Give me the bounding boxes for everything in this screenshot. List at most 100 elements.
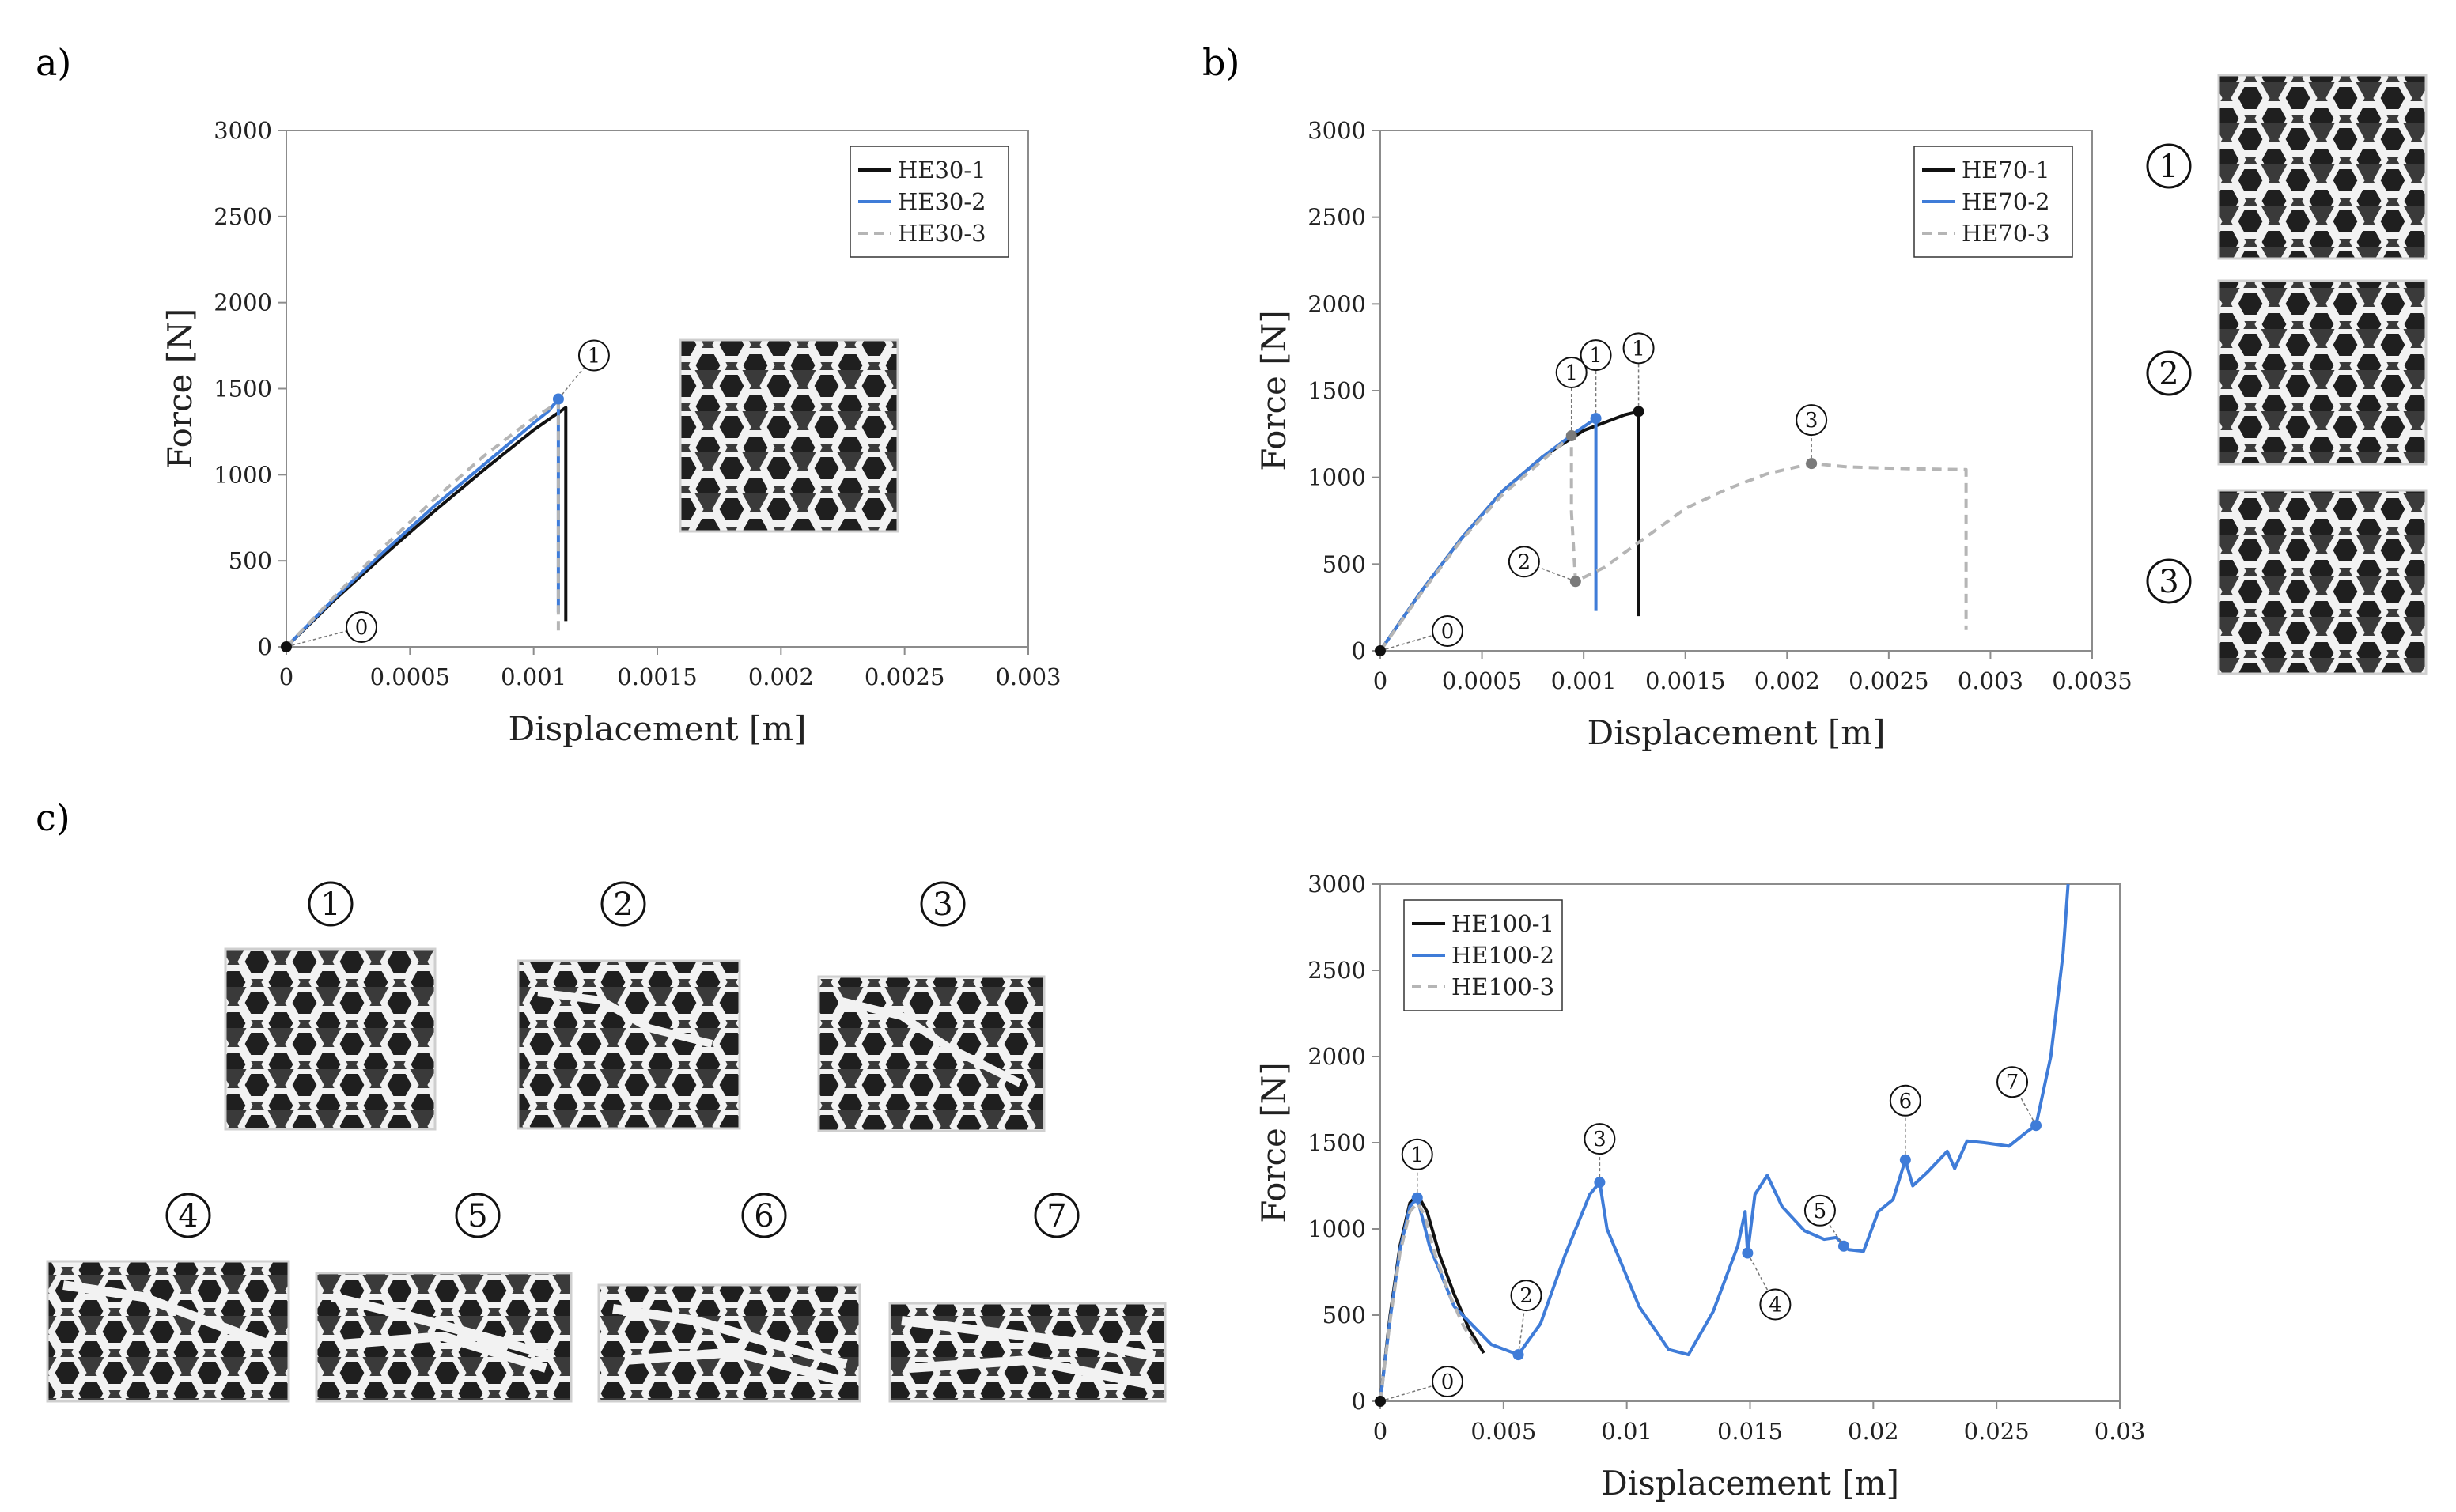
marker-number: 3 xyxy=(1593,1128,1606,1151)
photo-c-7 xyxy=(888,1302,1167,1403)
y-tick-label: 2000 xyxy=(214,289,272,316)
panel-label-b: b) xyxy=(1202,41,1239,84)
y-tick-label: 2500 xyxy=(214,203,272,230)
photo-b-3 xyxy=(2217,489,2428,675)
x-axis-label: Displacement [m] xyxy=(1601,1464,1899,1503)
marker-number: 7 xyxy=(2006,1071,2019,1094)
data-point-marker xyxy=(1742,1247,1754,1259)
panel-label-c: c) xyxy=(36,796,70,839)
series-line-HE30-3 xyxy=(285,400,560,648)
y-tick-label: 2000 xyxy=(1307,290,1366,317)
legend-entry: HE70-2 xyxy=(1962,188,2050,215)
marker-b-2-label: 2 xyxy=(2159,356,2178,392)
marker-number: 1 xyxy=(1565,361,1578,385)
y-tick-label: 1000 xyxy=(1307,1215,1366,1242)
x-tick-label: 0.02 xyxy=(1848,1418,1899,1445)
legend-entry: HE70-1 xyxy=(1962,157,2050,183)
marker-leader xyxy=(1746,1253,1777,1305)
marker-circle xyxy=(1622,332,1655,365)
y-tick-label: 500 xyxy=(229,547,272,574)
marker-number: 1 xyxy=(588,345,601,369)
marker-c-2: 2 xyxy=(600,881,646,927)
x-tick-label: 0.0025 xyxy=(865,663,944,690)
x-tick-label: 0.03 xyxy=(2095,1418,2146,1445)
data-point-marker xyxy=(1899,1154,1911,1166)
x-tick-label: 0 xyxy=(1373,667,1387,694)
y-axis-label: Force [N] xyxy=(1254,1062,1293,1223)
marker-number: 0 xyxy=(355,616,369,640)
marker-number: 0 xyxy=(1441,1370,1455,1394)
x-tick-label: 0.0005 xyxy=(370,663,450,690)
y-tick-label: 500 xyxy=(1323,1302,1366,1329)
marker-number: 4 xyxy=(1769,1294,1782,1317)
x-tick-label: 0.001 xyxy=(1551,667,1617,694)
x-tick-label: 0.002 xyxy=(748,663,814,690)
marker-circle xyxy=(1510,1280,1542,1312)
y-tick-label: 3000 xyxy=(1307,117,1366,144)
y-tick-label: 1500 xyxy=(1307,377,1366,404)
series-line-HE70-3 xyxy=(1379,434,1968,652)
data-point-marker xyxy=(2030,1120,2042,1132)
marker-number: 1 xyxy=(1632,337,1645,361)
y-tick-label: 1000 xyxy=(1307,464,1366,491)
legend-entry: HE100-2 xyxy=(1451,942,1554,969)
x-tick-label: 0.015 xyxy=(1717,1418,1783,1445)
y-tick-label: 0 xyxy=(1352,637,1366,664)
marker-number: 3 xyxy=(1805,409,1818,433)
marker-circle xyxy=(1796,404,1828,437)
marker-circle xyxy=(1432,615,1463,647)
photo-c-4 xyxy=(46,1260,290,1403)
photo-c-3 xyxy=(817,975,1046,1132)
chart-b: 0 500 1000 1500 2000 2500 3000 0 0.0005 0.001 0.00… xyxy=(1254,117,2132,752)
y-tick-label: 500 xyxy=(1323,550,1366,577)
y-tick-label: 2500 xyxy=(1307,204,1366,231)
y-tick-label: 0 xyxy=(258,633,272,660)
marker-circle xyxy=(1996,1066,2029,1098)
marker-c-7: 7 xyxy=(1034,1193,1080,1238)
photo-c-2 xyxy=(517,959,741,1130)
x-tick-label: 0.003 xyxy=(1958,667,2023,694)
marker-circle xyxy=(1584,1123,1616,1155)
marker-c-3: 3 xyxy=(920,881,966,927)
marker-number: 2 xyxy=(1518,550,1531,574)
marker-leader xyxy=(286,626,362,648)
legend-entry: HE70-3 xyxy=(1962,220,2050,247)
y-tick-label: 3000 xyxy=(214,117,272,144)
x-tick-label: 0.0025 xyxy=(1849,667,1928,694)
marker-b-1: 1 xyxy=(2146,143,2192,189)
chart-c: 0 500 1000 1500 2000 2500 3000 0 0.005 0.01 0.015 0… xyxy=(1254,871,2145,1503)
series-line-HE100-3 xyxy=(1379,1201,1481,1402)
y-tick-label: 1500 xyxy=(1307,1129,1366,1156)
marker-c-7-label: 7 xyxy=(1046,1198,1066,1234)
legend-entry: HE30-2 xyxy=(898,188,986,215)
marker-circle xyxy=(1432,1366,1463,1397)
y-axis-label: Force [N] xyxy=(1254,310,1293,471)
data-point-marker xyxy=(552,393,564,405)
specimen-photo-a xyxy=(679,338,899,533)
data-point-marker xyxy=(1633,406,1644,418)
marker-circle xyxy=(346,611,377,643)
marker-number: 0 xyxy=(1441,620,1455,644)
y-axis-label: Force [N] xyxy=(161,308,199,469)
marker-c-1: 1 xyxy=(308,881,354,927)
marker-c-6-label: 6 xyxy=(754,1198,774,1234)
series-line-HE100-2 xyxy=(1379,883,2070,1402)
x-tick-label: 0.0015 xyxy=(617,663,697,690)
marker-circle xyxy=(1580,339,1612,372)
marker-circle xyxy=(1555,357,1588,389)
photo-b-2 xyxy=(2217,279,2428,466)
legend-entry: HE100-3 xyxy=(1451,973,1554,1000)
marker-circle xyxy=(577,339,610,372)
series-line-HE100-1 xyxy=(1379,1193,1485,1402)
y-tick-label: 1000 xyxy=(214,461,272,488)
series-line-HE30-2 xyxy=(285,397,560,648)
data-point-marker xyxy=(1375,645,1386,656)
data-point-marker xyxy=(1375,1396,1386,1407)
x-axis-label: Displacement [m] xyxy=(1588,713,1886,752)
photo-c-6 xyxy=(597,1283,861,1403)
marker-circle xyxy=(1889,1084,1921,1117)
x-tick-label: 0 xyxy=(1373,1418,1387,1445)
y-tick-label: 1500 xyxy=(214,376,272,403)
